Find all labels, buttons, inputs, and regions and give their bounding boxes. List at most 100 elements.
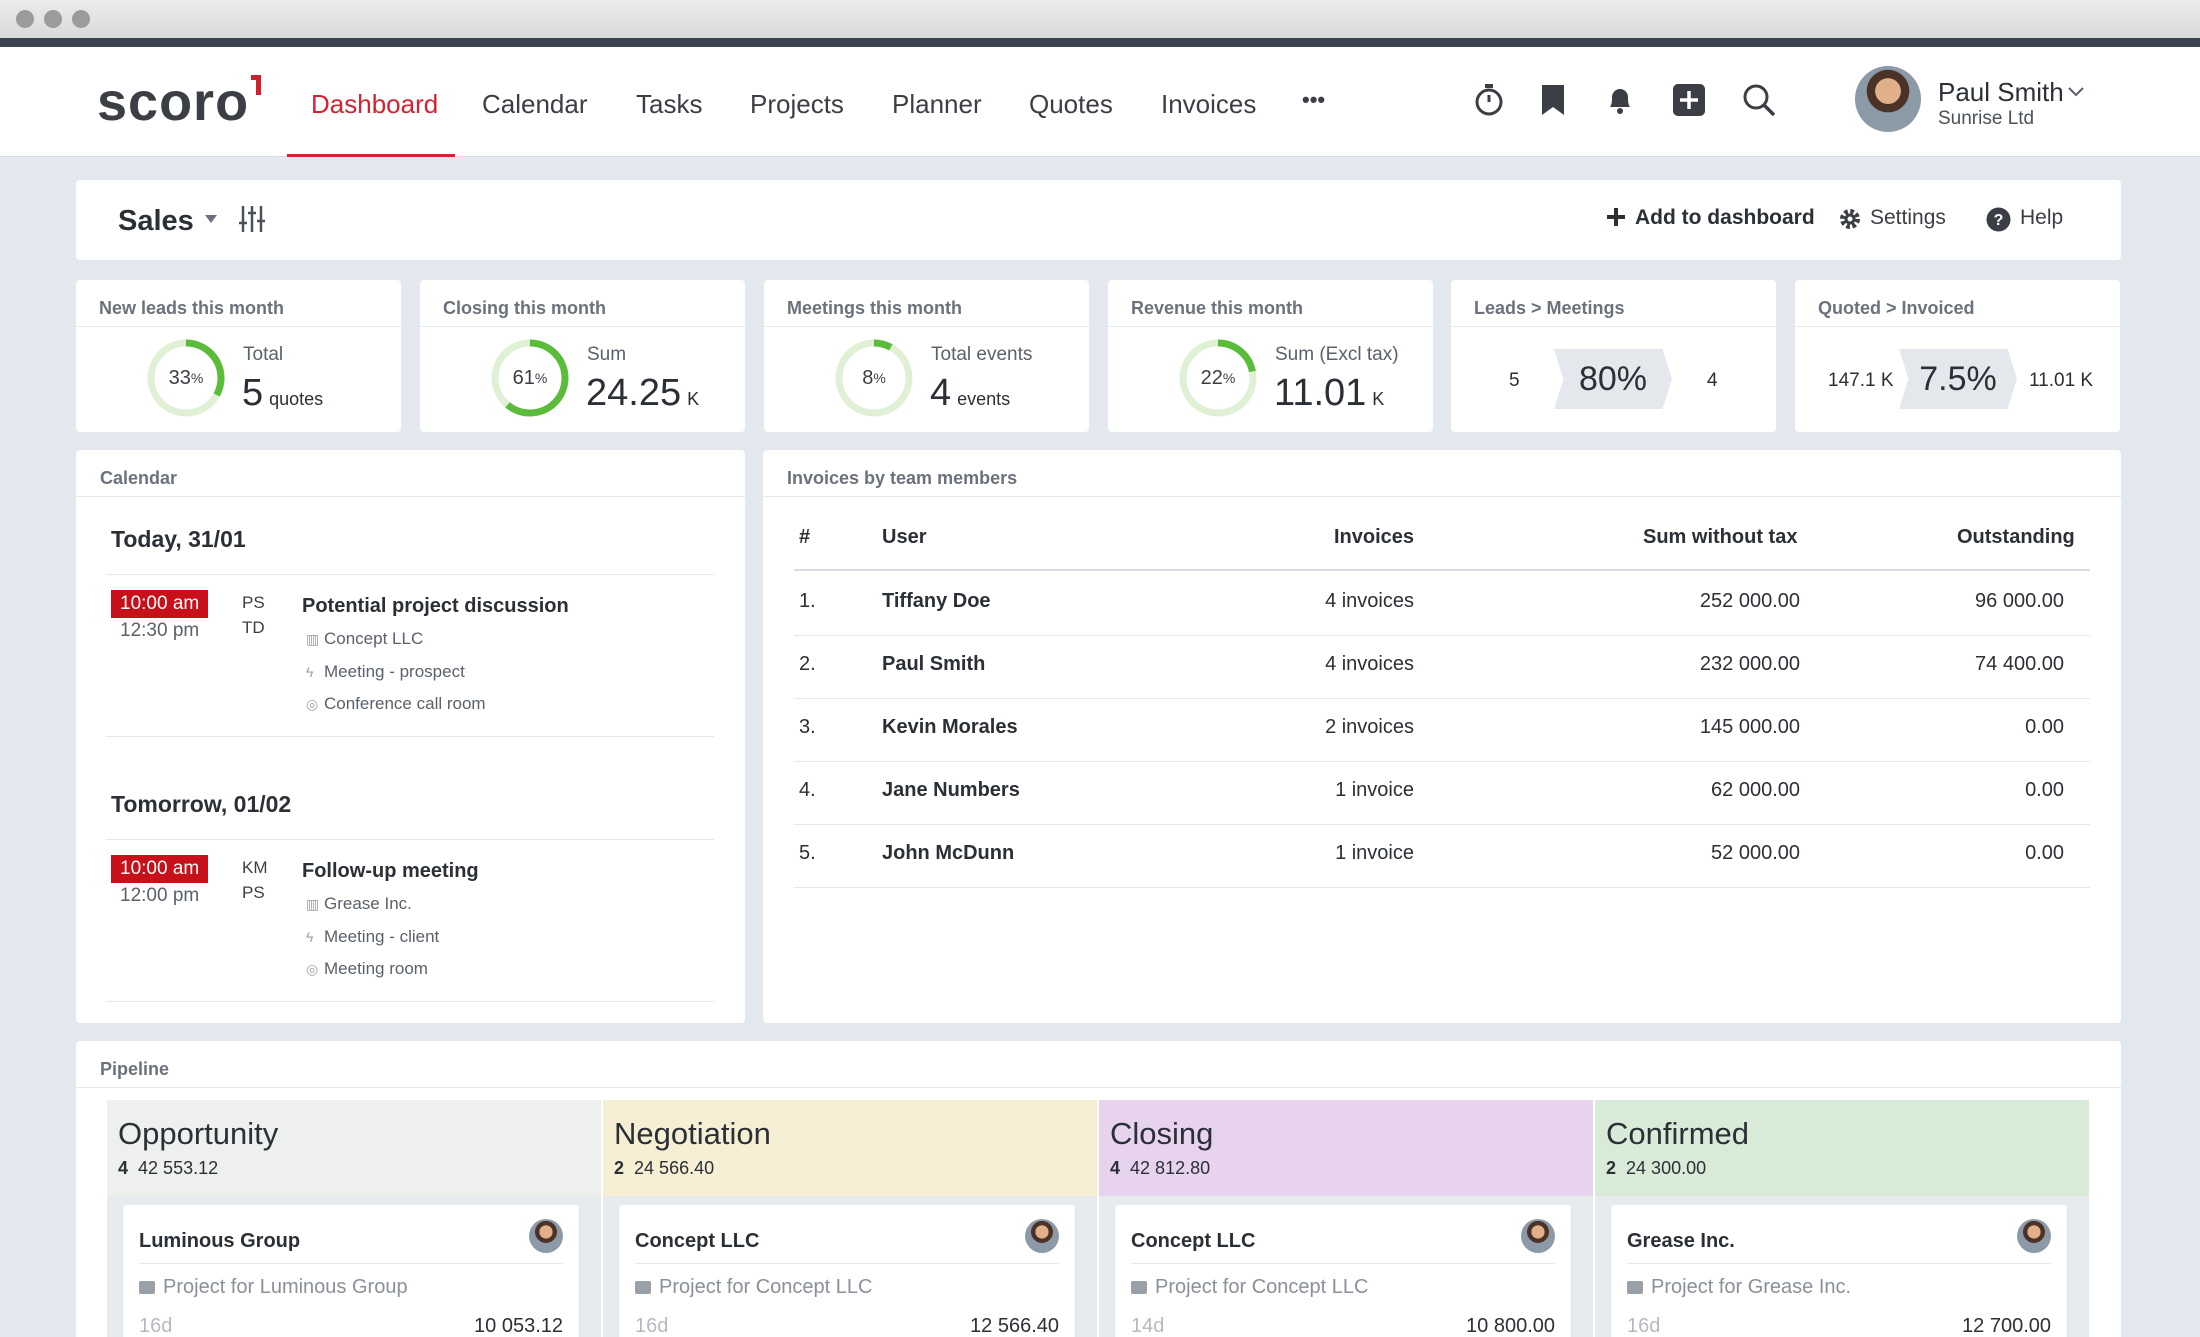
conversion-to-value: 4 bbox=[1707, 370, 1718, 391]
svg-text:?: ? bbox=[1994, 212, 2004, 229]
deal-title: Grease Inc. bbox=[1627, 1230, 1735, 1252]
cell-user[interactable]: Tiffany Doe bbox=[882, 590, 991, 612]
nav-tasks[interactable]: Tasks bbox=[636, 89, 703, 119]
event-start-time-badge: 10:00 am bbox=[111, 855, 209, 883]
deal-amount: 12 700.00 bbox=[1962, 1315, 2051, 1337]
timer-icon[interactable] bbox=[1469, 80, 1509, 120]
nav-more-button[interactable]: ••• bbox=[1302, 87, 1326, 112]
cell-invoices[interactable]: 2 invoices bbox=[1325, 716, 1414, 738]
stage-summary: 2 24 300.00 bbox=[1606, 1158, 1707, 1178]
dashboard-title[interactable]: Sales bbox=[118, 205, 194, 237]
nav-calendar[interactable]: Calendar bbox=[482, 89, 588, 119]
event-type: ϟ Meeting - client bbox=[306, 927, 440, 946]
nav-planner[interactable]: Planner bbox=[892, 89, 982, 119]
window-maximize-button[interactable] bbox=[72, 10, 90, 28]
gear-icon[interactable] bbox=[1838, 207, 1862, 236]
deal-project: Project for Concept LLC bbox=[635, 1276, 872, 1299]
settings-button[interactable]: Settings bbox=[1870, 206, 1946, 229]
deal-owner-avatar bbox=[2017, 1219, 2051, 1253]
nav-quotes[interactable]: Quotes bbox=[1029, 89, 1113, 119]
conversion-from-value: 147.1 K bbox=[1828, 370, 1894, 391]
search-icon[interactable] bbox=[1739, 80, 1779, 120]
help-button[interactable]: Help bbox=[2020, 206, 2064, 229]
chevron-down-icon[interactable] bbox=[2063, 79, 2089, 105]
bookmark-icon[interactable] bbox=[1533, 80, 1573, 120]
attendee-initials: PS bbox=[242, 883, 265, 902]
cell-number: 1. bbox=[799, 590, 816, 612]
window-minimize-button[interactable] bbox=[44, 10, 62, 28]
notifications-bell-icon[interactable] bbox=[1600, 80, 1640, 120]
cell-user[interactable]: Kevin Morales bbox=[882, 716, 1018, 738]
conversion-rate: 80% bbox=[1554, 349, 1672, 409]
help-icon[interactable]: ? bbox=[1986, 207, 2011, 237]
cell-user[interactable]: Jane Numbers bbox=[882, 779, 1020, 801]
stat-caption: Sum (Excl tax) bbox=[1275, 344, 1399, 365]
stat-widget: Revenue this month 22% Sum (Excl tax) 11… bbox=[1108, 280, 1433, 432]
building-icon: ▥ bbox=[306, 631, 320, 647]
column-header-user[interactable]: User bbox=[882, 526, 927, 548]
cell-user[interactable]: John McDunn bbox=[882, 842, 1015, 864]
event-start-time-badge: 10:00 am bbox=[111, 590, 209, 618]
deal-amount: 10 053.12 bbox=[474, 1315, 563, 1337]
deal-owner-avatar bbox=[1521, 1219, 1555, 1253]
nav-projects[interactable]: Projects bbox=[750, 89, 844, 119]
cell-sum-without-tax: 52 000.00 bbox=[1711, 842, 1800, 864]
conversion-rate: 7.5% bbox=[1899, 349, 2017, 409]
deal-project: Project for Grease Inc. bbox=[1627, 1276, 1851, 1299]
invoices-widget-title: Invoices by team members bbox=[787, 468, 1018, 488]
event-company: ▥ Grease Inc. bbox=[306, 894, 412, 913]
filter-sliders-icon[interactable] bbox=[238, 204, 266, 239]
column-header-sum-without-tax[interactable]: Sum without tax bbox=[1643, 526, 1798, 548]
attendee-initials: KM bbox=[242, 858, 268, 877]
pipeline-widget-title: Pipeline bbox=[100, 1059, 170, 1079]
cell-user[interactable]: Paul Smith bbox=[882, 653, 986, 675]
deal-title: Concept LLC bbox=[635, 1230, 760, 1252]
nav-dashboard[interactable]: Dashboard bbox=[311, 89, 439, 119]
cell-number: 3. bbox=[799, 716, 816, 738]
stage-summary: 4 42 812.80 bbox=[1110, 1158, 1211, 1178]
building-icon: ▥ bbox=[306, 896, 320, 912]
cell-invoices[interactable]: 4 invoices bbox=[1325, 653, 1414, 675]
caret-down-icon[interactable] bbox=[204, 211, 218, 229]
user-name[interactable]: Paul Smith bbox=[1938, 77, 2064, 107]
column-header-outstanding[interactable]: Outstanding bbox=[1957, 526, 2075, 548]
deal-card[interactable]: Luminous Group Project for Luminous Grou… bbox=[123, 1205, 579, 1337]
deal-amount: 12 566.40 bbox=[970, 1315, 1059, 1337]
event-title[interactable]: Potential project discussion bbox=[302, 595, 569, 617]
progress-percent: 22% bbox=[1200, 366, 1236, 389]
location-icon: ◎ bbox=[306, 696, 319, 712]
scoro-logo[interactable]: scoro bbox=[97, 71, 262, 133]
user-company: Sunrise Ltd bbox=[1938, 108, 2035, 129]
deal-age: 16d bbox=[139, 1315, 173, 1337]
cell-number: 4. bbox=[799, 779, 816, 801]
stat-widget-title: Revenue this month bbox=[1131, 298, 1304, 318]
nav-invoices[interactable]: Invoices bbox=[1161, 89, 1257, 119]
add-to-dashboard-button[interactable]: Add to dashboard bbox=[1635, 206, 1815, 229]
column-header-invoices[interactable]: Invoices bbox=[1334, 526, 1415, 548]
cell-invoices[interactable]: 1 invoice bbox=[1335, 779, 1414, 801]
event-end-time: 12:30 pm bbox=[120, 620, 200, 641]
plus-icon[interactable] bbox=[1606, 207, 1626, 232]
window-close-button[interactable] bbox=[16, 10, 34, 28]
progress-percent: 8% bbox=[862, 366, 886, 389]
deal-card[interactable]: Concept LLC Project for Concept LLC 16d … bbox=[619, 1205, 1075, 1337]
top-navigation: scoro Dashboard Calendar Tasks Projects … bbox=[0, 47, 2200, 157]
deal-card[interactable]: Grease Inc. Project for Grease Inc. 16d … bbox=[1611, 1205, 2067, 1337]
cell-invoices[interactable]: 4 invoices bbox=[1325, 590, 1414, 612]
deal-card[interactable]: Concept LLC Project for Concept LLC 14d … bbox=[1115, 1205, 1571, 1337]
cell-invoices[interactable]: 1 invoice bbox=[1335, 842, 1414, 864]
event-title[interactable]: Follow-up meeting bbox=[302, 860, 479, 882]
progress-ring bbox=[147, 339, 225, 417]
window-titlebar-border bbox=[0, 38, 2200, 47]
stat-caption: Sum bbox=[587, 344, 627, 365]
stat-value: 5 quotes bbox=[242, 372, 324, 414]
user-avatar[interactable] bbox=[1855, 66, 1921, 132]
add-icon[interactable] bbox=[1669, 80, 1709, 120]
invoices-widget: Invoices by team members bbox=[763, 450, 2121, 1023]
conversion-widget-title: Quoted > Invoiced bbox=[1818, 298, 1975, 318]
stat-widget-title: New leads this month bbox=[99, 298, 285, 318]
dashboard-header: Sales Add to dashboard Settings ? Help bbox=[76, 180, 2121, 260]
deal-age: 14d bbox=[1131, 1315, 1165, 1337]
briefcase-icon bbox=[1627, 1281, 1643, 1294]
table-row-divider bbox=[794, 698, 2090, 699]
